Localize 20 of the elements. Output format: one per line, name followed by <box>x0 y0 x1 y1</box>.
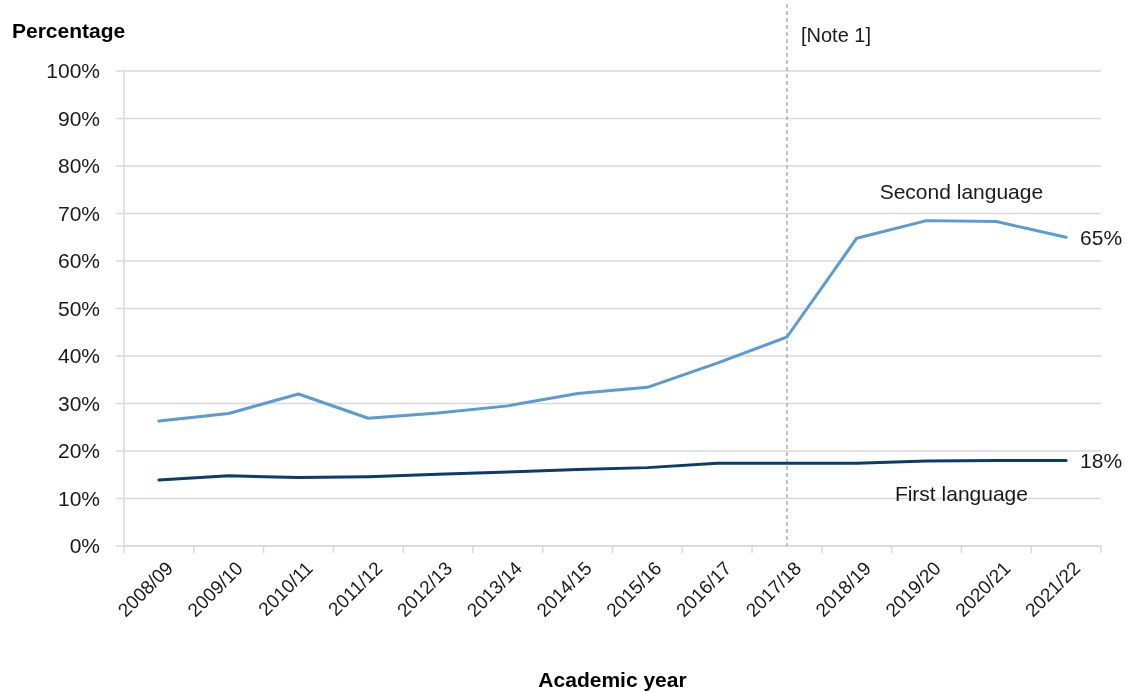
y-tick-label: 40% <box>57 344 100 368</box>
y-tick-label: 100% <box>46 59 100 83</box>
y-tick-label: 90% <box>57 106 100 130</box>
series-label: Second language <box>879 179 1044 203</box>
y-tick-label: 60% <box>57 249 100 273</box>
y-tick-label: 30% <box>57 391 100 415</box>
y-tick-label: 70% <box>57 201 100 225</box>
y-tick-label: 0% <box>69 534 100 558</box>
ref-line-label: [Note 1] <box>800 24 872 46</box>
y-tick-label: 20% <box>57 439 100 463</box>
y-tick-label: 80% <box>57 154 100 178</box>
y-axis-title: Percentage <box>12 19 126 42</box>
line-series <box>157 459 1068 482</box>
data-label: 65% <box>1080 225 1123 249</box>
y-tick-label: 10% <box>57 486 100 510</box>
data-label: 18% <box>1080 448 1123 472</box>
y-tick-label: 50% <box>57 296 100 320</box>
series-label: First language <box>894 481 1028 505</box>
x-axis-title: Academic year <box>538 668 687 691</box>
line-series <box>157 219 1068 423</box>
